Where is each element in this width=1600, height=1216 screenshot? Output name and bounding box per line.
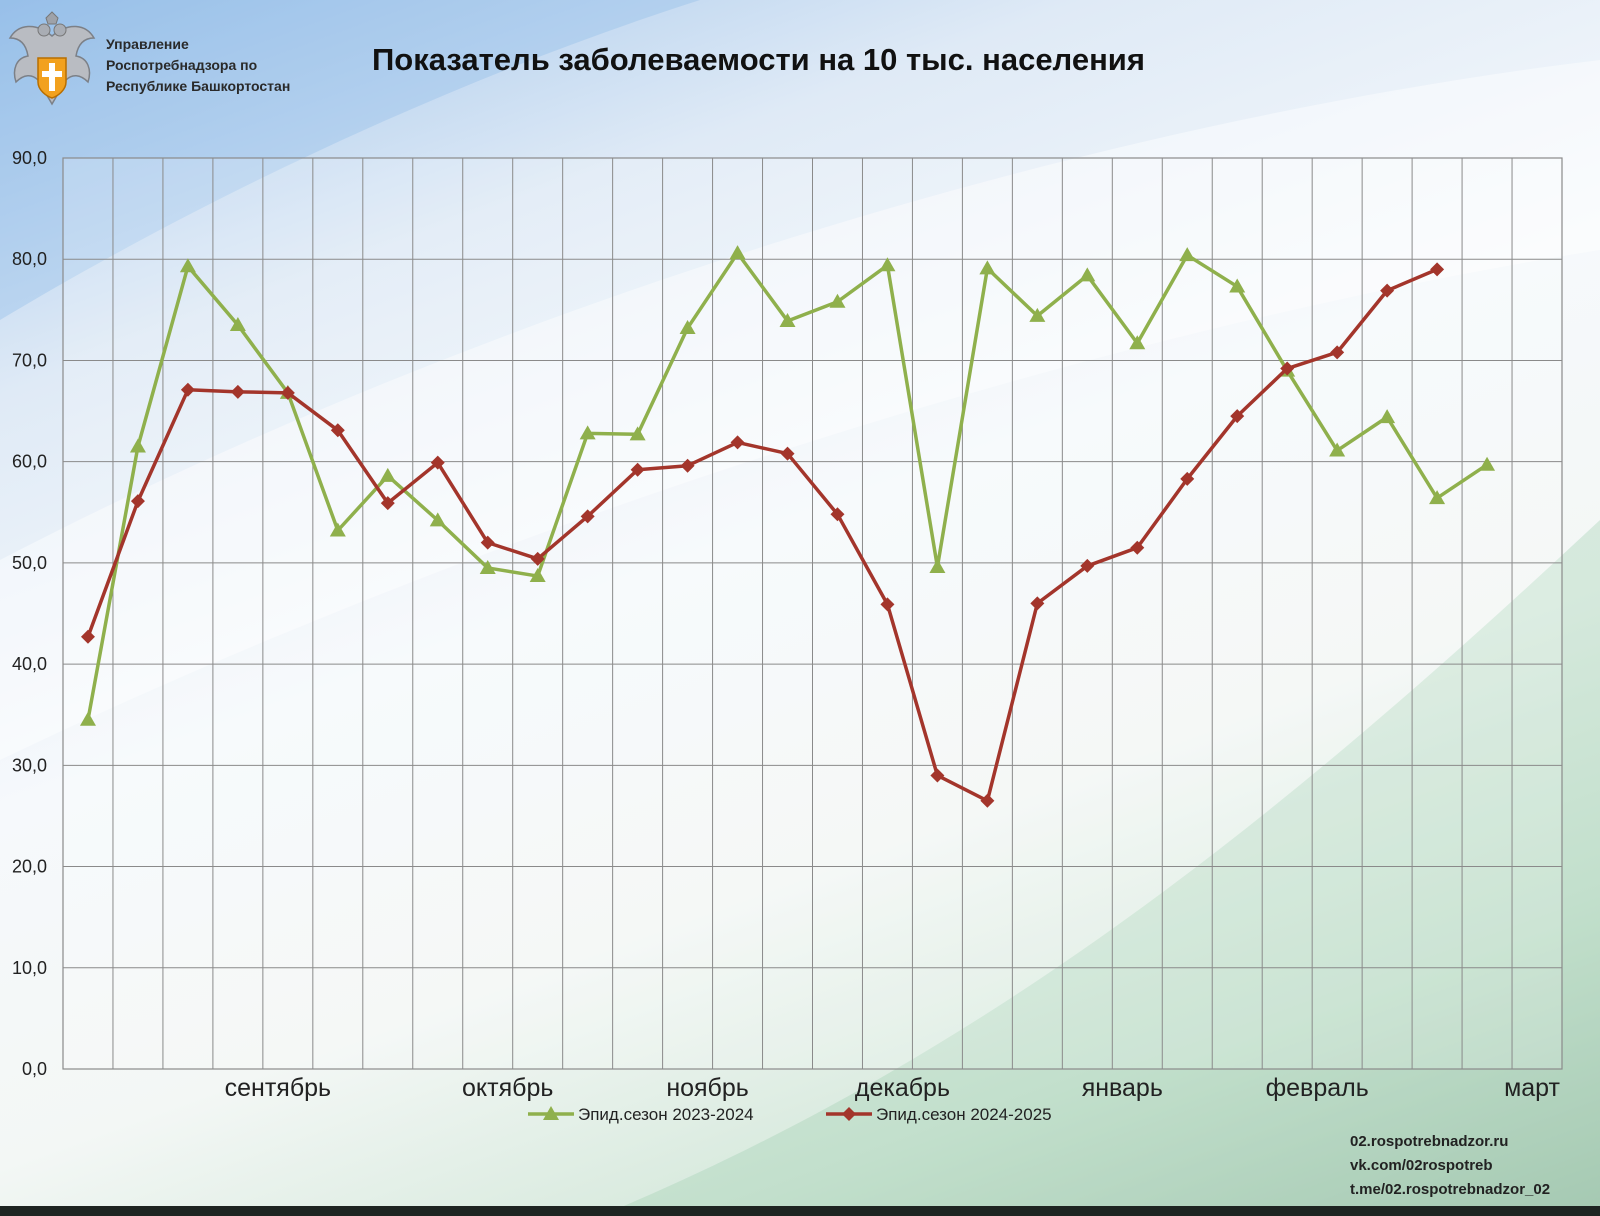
data-point-diamond bbox=[1430, 262, 1445, 277]
data-point-triangle bbox=[929, 558, 946, 573]
y-tick-label: 60,0 bbox=[12, 452, 47, 472]
legend-label: Эпид.сезон 2024-2025 bbox=[876, 1105, 1052, 1124]
data-point-diamond bbox=[730, 435, 745, 450]
data-point-diamond bbox=[280, 385, 295, 400]
y-tick-label: 20,0 bbox=[12, 857, 47, 877]
data-point-diamond bbox=[1030, 596, 1045, 611]
data-point-diamond bbox=[1080, 558, 1095, 573]
org-line-1: Управление bbox=[106, 36, 189, 52]
data-point-diamond bbox=[842, 1107, 856, 1121]
x-month-label: ноябрь bbox=[666, 1074, 749, 1102]
data-point-triangle bbox=[729, 245, 746, 260]
org-line-2: Роспотребнадзора по bbox=[106, 57, 258, 73]
bottom-bar bbox=[0, 1206, 1600, 1216]
data-point-diamond bbox=[1180, 471, 1195, 486]
data-point-triangle bbox=[579, 425, 596, 440]
data-point-triangle bbox=[679, 320, 696, 335]
data-point-triangle bbox=[1429, 490, 1446, 505]
data-point-diamond bbox=[230, 384, 245, 399]
y-tick-label: 30,0 bbox=[12, 755, 47, 775]
data-point-triangle bbox=[179, 258, 196, 273]
data-point-diamond bbox=[1330, 345, 1345, 360]
data-point-diamond bbox=[380, 496, 395, 511]
data-point-diamond bbox=[80, 629, 95, 644]
y-tick-label: 90,0 bbox=[12, 148, 47, 168]
data-point-triangle bbox=[1029, 307, 1046, 322]
x-month-label: декабрь bbox=[855, 1074, 950, 1102]
data-point-triangle bbox=[1479, 456, 1496, 471]
data-point-triangle bbox=[629, 426, 646, 441]
data-point-triangle bbox=[879, 257, 896, 272]
y-tick-label: 0,0 bbox=[22, 1059, 47, 1079]
x-month-label: март bbox=[1504, 1074, 1560, 1102]
data-point-diamond bbox=[1380, 283, 1395, 298]
y-tick-label: 40,0 bbox=[12, 654, 47, 674]
y-tick-label: 80,0 bbox=[12, 249, 47, 269]
x-month-label: январь bbox=[1082, 1074, 1163, 1102]
data-point-triangle bbox=[379, 467, 396, 482]
footer-link-vk[interactable]: vk.com/02rospotreb bbox=[1350, 1157, 1493, 1174]
data-point-diamond bbox=[180, 382, 195, 397]
y-tick-label: 10,0 bbox=[12, 958, 47, 978]
org-line-3: Республике Башкортостан bbox=[106, 78, 291, 94]
data-point-triangle bbox=[1379, 409, 1396, 424]
footer-link-site[interactable]: 02.rospotrebnadzor.ru bbox=[1350, 1133, 1509, 1150]
y-tick-label: 50,0 bbox=[12, 553, 47, 573]
data-point-diamond bbox=[780, 446, 795, 461]
organization-name: Управление Роспотребнадзора по Республик… bbox=[106, 34, 290, 97]
data-point-triangle bbox=[79, 711, 96, 726]
x-month-label: февраль bbox=[1266, 1074, 1369, 1102]
data-point-diamond bbox=[630, 462, 645, 477]
footer-link-telegram[interactable]: t.me/02.rospotrebnadzor_02 bbox=[1350, 1181, 1551, 1198]
data-point-triangle bbox=[1079, 267, 1096, 282]
x-month-label: сентябрь bbox=[225, 1074, 331, 1102]
data-point-triangle bbox=[779, 312, 796, 327]
data-point-diamond bbox=[1280, 361, 1295, 376]
data-point-diamond bbox=[130, 494, 145, 509]
data-point-triangle bbox=[479, 559, 496, 574]
incidence-line-chart: 0,0 10,0 20,0 30,0 40,0 50,0 60,0 70,0 80,0 90,0 с… bbox=[12, 148, 1563, 1124]
data-point-triangle bbox=[429, 512, 446, 527]
data-point-triangle bbox=[1129, 335, 1146, 350]
data-point-triangle bbox=[1329, 442, 1346, 457]
data-point-diamond bbox=[530, 551, 545, 566]
data-point-triangle bbox=[1179, 247, 1196, 262]
data-point-triangle bbox=[329, 522, 346, 537]
data-point-triangle bbox=[129, 438, 146, 453]
data-point-triangle bbox=[829, 293, 846, 308]
page-title: Показатель заболеваемости на 10 тыс. нас… bbox=[372, 42, 1145, 77]
data-point-triangle bbox=[529, 568, 546, 583]
slide-header: Управление Роспотребнадзора по Республик… bbox=[0, 0, 1600, 120]
data-point-diamond bbox=[480, 535, 495, 550]
data-point-triangle bbox=[229, 317, 246, 332]
data-point-diamond bbox=[580, 509, 595, 524]
data-point-triangle bbox=[1229, 278, 1246, 293]
data-point-triangle bbox=[543, 1106, 559, 1120]
rospotrebnadzor-emblem-icon bbox=[8, 11, 96, 106]
data-point-diamond bbox=[330, 423, 345, 438]
legend-label: Эпид.сезон 2023-2024 bbox=[578, 1105, 754, 1124]
data-point-diamond bbox=[430, 455, 445, 470]
data-point-diamond bbox=[1130, 540, 1145, 555]
data-point-diamond bbox=[930, 768, 945, 783]
footer-links: 02.rospotrebnadzor.ru vk.com/02rospotreb… bbox=[1350, 1130, 1550, 1202]
y-tick-label: 70,0 bbox=[12, 350, 47, 370]
data-point-diamond bbox=[980, 793, 995, 808]
x-month-label: октябрь bbox=[462, 1074, 553, 1102]
data-point-diamond bbox=[1230, 409, 1245, 424]
data-point-triangle bbox=[979, 260, 996, 275]
data-point-diamond bbox=[680, 458, 695, 473]
data-point-diamond bbox=[830, 507, 845, 522]
data-point-diamond bbox=[880, 597, 895, 612]
series-line-2024-2025 bbox=[86, 267, 1438, 803]
